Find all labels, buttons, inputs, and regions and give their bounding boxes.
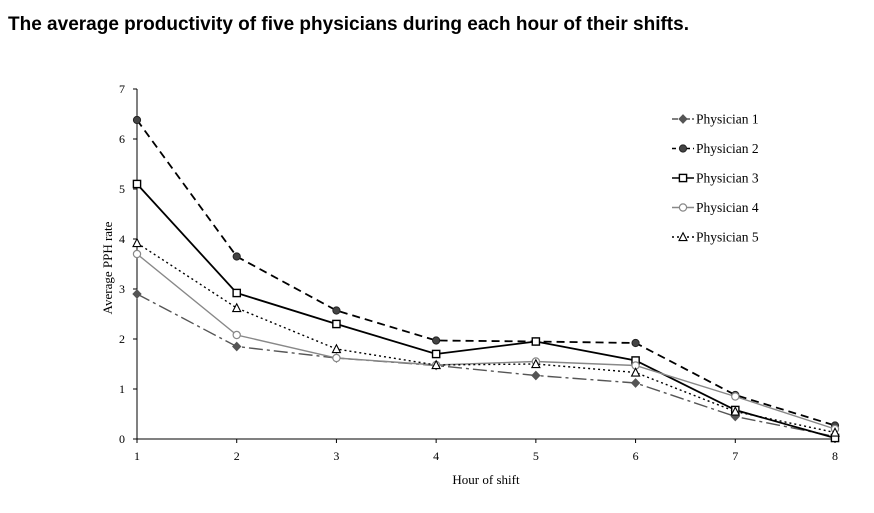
point-marker [731,392,740,401]
legend-label: Physician 5 [696,230,759,245]
point-marker [431,359,442,370]
point-marker [232,252,241,261]
x-tick-label: 7 [732,449,738,463]
point-marker [678,231,688,242]
legend-label: Physician 3 [696,171,759,186]
point-marker [830,427,840,437]
y-tick-label: 6 [119,132,125,146]
series-line-4 [136,253,836,430]
y-tick-label: 2 [119,332,125,346]
point-marker [631,338,640,348]
x-tick-label: 5 [533,449,539,463]
point-marker [730,406,741,416]
legend-label: Physician 4 [696,200,759,215]
x-tick-label: 1 [134,449,140,463]
series-lines [136,119,836,439]
point-marker [531,370,541,381]
series-line-1 [136,293,836,438]
point-marker [678,144,688,153]
point-marker [678,114,688,124]
chart-title: The average productivity of five physici… [8,14,689,35]
point-marker [630,367,641,377]
legend-label: Physician 2 [696,141,759,156]
x-tick-label: 2 [234,449,240,463]
y-tick-label: 5 [119,182,125,196]
point-marker [132,289,142,299]
x-tick-label: 8 [832,449,838,463]
point-marker [232,341,242,352]
series-line-2 [136,119,836,427]
point-marker [678,173,688,183]
series-markers [132,115,840,443]
point-marker [132,237,142,248]
x-tick-label: 4 [433,449,439,463]
point-marker [232,288,242,298]
point-marker [431,349,441,359]
point-marker [432,336,441,345]
point-marker [332,306,341,315]
legend: Physician 1 Physician 2 Physician 3 Physici… [672,112,759,245]
point-marker [132,249,142,259]
y-tick-label: 3 [119,282,125,296]
point-marker [231,302,242,313]
legend-label: Physician 1 [696,112,759,127]
point-marker [630,378,641,388]
point-marker [331,343,342,354]
point-marker [678,203,688,212]
point-marker [332,319,341,329]
x-tick-label: 3 [333,449,339,463]
series-line-5 [136,242,836,434]
y-tick-label: 7 [119,82,125,96]
point-marker [530,358,541,369]
y-tick-label: 0 [119,432,125,446]
point-marker [132,179,142,189]
point-marker [332,353,341,363]
series-line-3 [136,183,836,439]
y-tick-label: 4 [119,232,125,246]
x-tick-label: 6 [633,449,639,463]
y-tick-label: 1 [119,382,125,396]
y-axis-label: Average PPH rate [100,221,115,314]
point-marker [132,115,142,125]
x-axis-label: Hour of shift [452,472,520,487]
point-marker [232,330,241,340]
point-marker [531,337,541,346]
